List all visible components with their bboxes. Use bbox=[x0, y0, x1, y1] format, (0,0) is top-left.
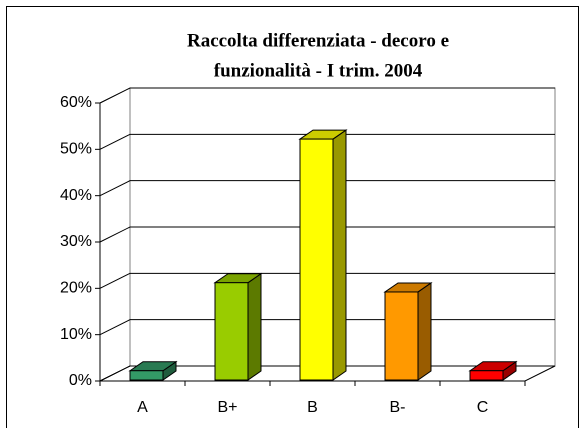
y-tick-label: 10% bbox=[60, 326, 92, 343]
bar-side bbox=[332, 129, 347, 381]
grid-line bbox=[99, 87, 555, 104]
y-tick-label: 60% bbox=[60, 94, 92, 111]
y-tick-label: 50% bbox=[60, 141, 92, 158]
bar-side bbox=[417, 282, 432, 381]
bar bbox=[469, 370, 504, 381]
chart-title: funzionalità - I trim. 2004 bbox=[214, 60, 423, 81]
bar bbox=[129, 370, 164, 381]
grid-line bbox=[99, 180, 555, 197]
bar bbox=[299, 138, 334, 381]
grid-line bbox=[99, 133, 555, 150]
x-tick-label: C bbox=[477, 399, 489, 416]
y-tick-label: 20% bbox=[60, 280, 92, 297]
bar bbox=[384, 291, 419, 381]
x-tick-label: A bbox=[137, 399, 148, 416]
y-tick-label: 30% bbox=[60, 233, 92, 250]
grid-line bbox=[99, 272, 555, 289]
y-tick-label: 40% bbox=[60, 187, 92, 204]
x-tick-label: B- bbox=[390, 399, 406, 416]
chart-title: Raccolta differenziata - decoro e bbox=[187, 30, 449, 51]
x-tick-label: B+ bbox=[217, 399, 237, 416]
grid-line bbox=[99, 226, 555, 243]
x-tick-label: B bbox=[307, 399, 318, 416]
y-tick-label: 0% bbox=[69, 372, 92, 389]
bar-side bbox=[247, 272, 262, 381]
bar bbox=[214, 282, 249, 381]
